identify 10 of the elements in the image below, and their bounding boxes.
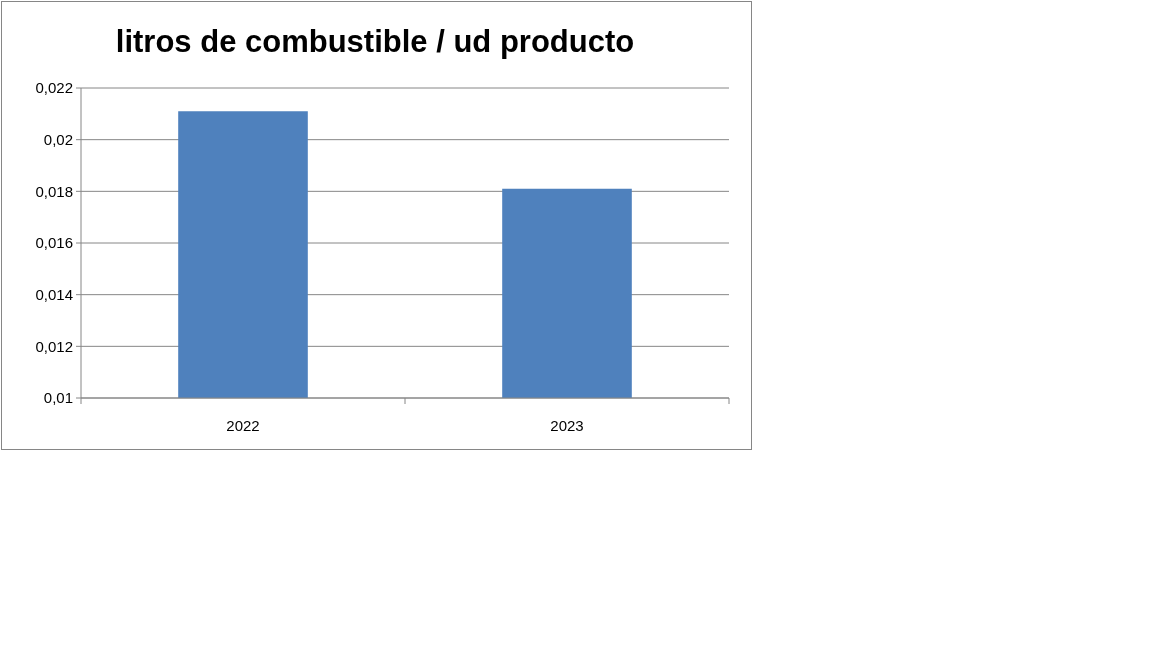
x-tick-label: 2022: [226, 417, 260, 434]
y-tick-label: 0,01: [43, 389, 73, 407]
chart-title: litros de combustible / ud producto: [115, 24, 635, 59]
y-tick-label: 0,02: [43, 130, 73, 148]
y-tick-label: 0,022: [35, 79, 73, 97]
y-tick-label: 0,014: [35, 285, 73, 303]
y-tick-label: 0,018: [35, 182, 73, 200]
y-tick-label: 0,012: [35, 337, 73, 355]
y-tick-label: 0,016: [35, 234, 73, 252]
x-tick-label: 2023: [550, 417, 584, 434]
